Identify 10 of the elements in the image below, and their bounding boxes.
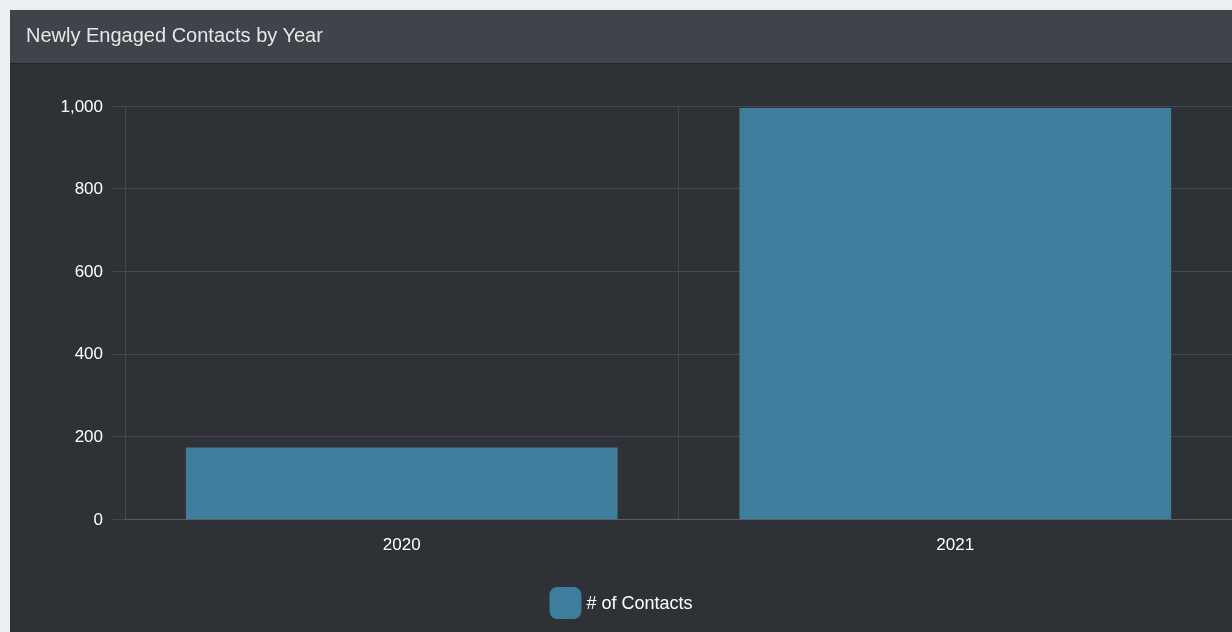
legend-label: # of Contacts: [586, 593, 693, 613]
y-tick-label: 600: [74, 261, 103, 281]
chart-title: Newly Engaged Contacts by Year: [10, 10, 1232, 64]
y-tick-label: 800: [74, 179, 103, 199]
y-tick-label: 400: [74, 344, 103, 364]
y-tick-label: 200: [74, 426, 103, 446]
x-tick-label: 2021: [936, 535, 975, 554]
x-tick-label: 2020: [382, 535, 421, 554]
y-tick-label: 0: [93, 509, 103, 529]
y-tick-label: 1,000: [60, 96, 103, 116]
